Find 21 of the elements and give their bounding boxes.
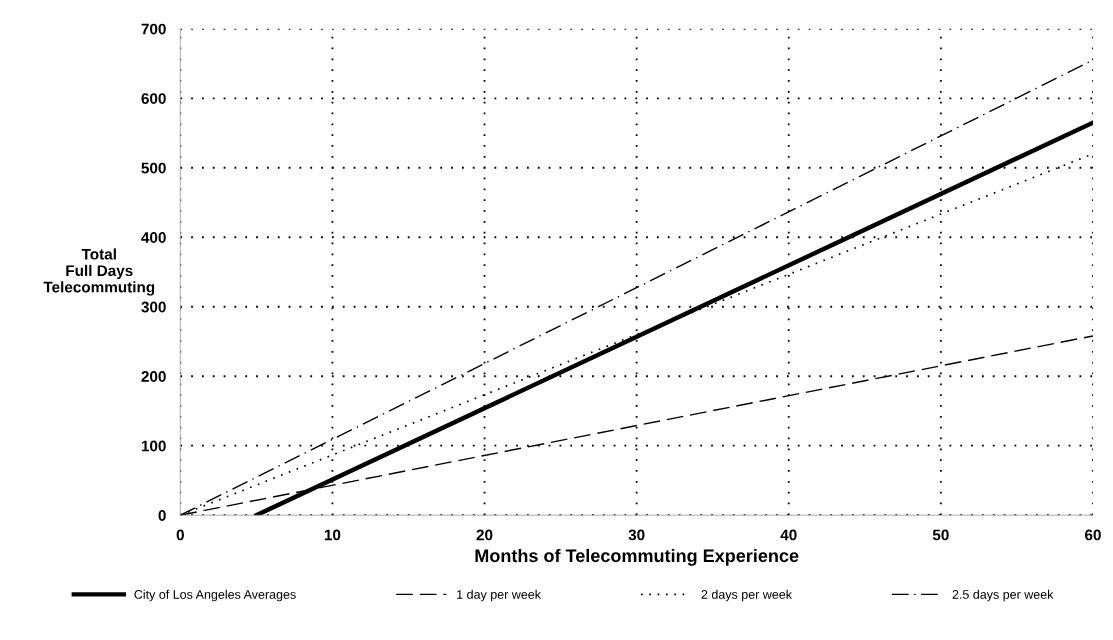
y-axis-title: Total Full Days Telecommuting bbox=[43, 248, 155, 296]
y-tick-label: 700 bbox=[141, 23, 166, 35]
x-tick-label: 60 bbox=[1085, 529, 1101, 541]
legend-label: 2 days per week bbox=[701, 589, 793, 602]
x-tick-label: 40 bbox=[780, 529, 797, 541]
legend-label: City of Los Angeles Averages bbox=[134, 589, 296, 602]
y-tick-label: 500 bbox=[141, 162, 166, 174]
x-tick-label: 0 bbox=[176, 529, 184, 541]
x-tick-label: 50 bbox=[932, 529, 949, 541]
x-tick-label: 30 bbox=[628, 529, 645, 541]
legend-label: 2.5 days per week bbox=[952, 589, 1054, 602]
x-axis-title: Months of Telecommuting Experience bbox=[475, 548, 799, 566]
y-tick-label: 400 bbox=[141, 232, 166, 243]
y-tick-label: 0 bbox=[158, 510, 166, 521]
x-tick-label: 20 bbox=[476, 529, 493, 541]
x-tick-label: 10 bbox=[324, 529, 341, 541]
y-tick-label: 600 bbox=[141, 93, 166, 104]
y-tick-label: 200 bbox=[141, 371, 166, 382]
y-tick-label: 100 bbox=[141, 440, 166, 452]
y-tick-label: 300 bbox=[141, 301, 166, 313]
legend-label: 1 day per week bbox=[457, 589, 541, 602]
